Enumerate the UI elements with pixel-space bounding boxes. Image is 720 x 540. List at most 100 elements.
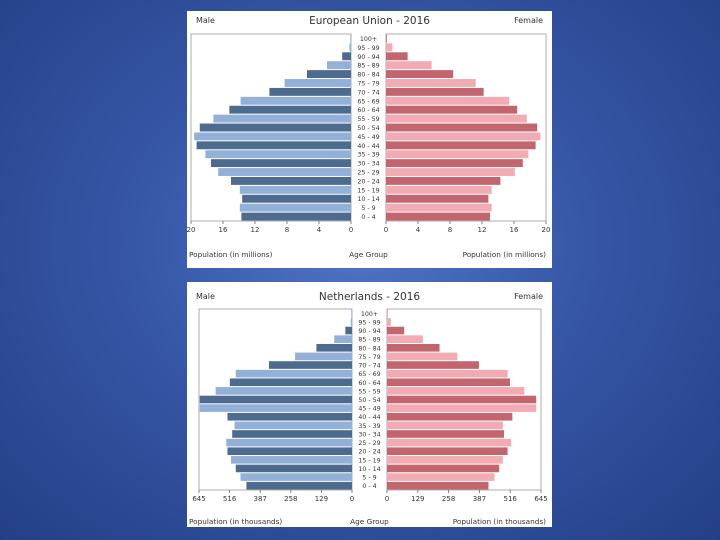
nl-xlabel-center: Age Group <box>350 517 389 526</box>
eu-pyramid-chart: Male European Union - 2016 Female 0 - 4 5 - … <box>187 15 551 259</box>
nl-male-bar-35-39 <box>234 421 352 430</box>
eu-chart-title: European Union - 2016 <box>309 15 430 27</box>
eu-female-bar-50-54 <box>386 123 538 132</box>
eu-female-bar-20-24 <box>386 176 501 185</box>
eu-tick-label: 16 <box>219 226 228 234</box>
eu-male-bar-5-9 <box>239 203 351 212</box>
nl-female-bar-90-94 <box>387 326 405 335</box>
nl-female-bar-75-79 <box>387 352 458 361</box>
nl-tick-label: 129 <box>411 495 424 503</box>
nl-age-label: 75 - 79 <box>358 354 380 361</box>
nl-age-label: 80 - 84 <box>358 345 380 352</box>
eu-male-bar-50-54 <box>199 123 351 132</box>
eu-age-label: 55 - 59 <box>357 116 379 123</box>
eu-male-label: Male <box>196 16 215 25</box>
eu-male-bar-55-59 <box>213 114 351 123</box>
eu-female-bar-85-89 <box>386 61 432 70</box>
eu-age-label: 5 - 9 <box>361 205 375 212</box>
eu-age-label: 40 - 44 <box>357 143 379 150</box>
eu-female-bar-10-14 <box>386 194 489 203</box>
nl-female-bar-15-19 <box>387 456 503 464</box>
eu-male-bar-0-4 <box>241 212 351 221</box>
eu-age-label: 60 - 64 <box>357 107 379 114</box>
eu-male-bar-15-19 <box>239 185 351 194</box>
eu-age-label: 45 - 49 <box>357 134 379 141</box>
eu-tick-label: 20 <box>542 226 551 234</box>
nl-male-bar-90-94 <box>345 326 352 335</box>
eu-tick-label: 12 <box>251 226 260 234</box>
eu-female-bar-30-34 <box>386 159 523 168</box>
nl-age-label: 50 - 54 <box>358 397 380 404</box>
nl-male-bar-30-34 <box>232 430 352 438</box>
nl-tick-label: 0 <box>350 495 354 503</box>
eu-age-label: 75 - 79 <box>357 80 379 87</box>
eu-female-bar-100+ <box>386 34 387 43</box>
nl-female-bar-5-9 <box>387 473 495 481</box>
eu-female-bar-75-79 <box>386 79 476 87</box>
eu-tick-label: 4 <box>416 226 421 234</box>
nl-female-bar-60-64 <box>387 378 510 387</box>
eu-male-bar-20-24 <box>231 176 351 185</box>
nl-xlabel-left: Population (in thousands) <box>189 517 282 526</box>
eu-age-label: 95 - 99 <box>357 45 379 52</box>
nl-age-label: 95 - 99 <box>358 319 380 326</box>
nl-female-bar-45-49 <box>387 404 537 412</box>
nl-male-bar-80-84 <box>316 343 352 352</box>
eu-female-bar-65-69 <box>386 96 510 105</box>
nl-tick-label: 516 <box>223 495 237 503</box>
nl-age-label: 5 - 9 <box>362 475 376 482</box>
nl-tick-label: 258 <box>442 495 455 503</box>
eu-male-bar-30-34 <box>211 159 351 168</box>
eu-male-bar-95-99 <box>349 43 351 52</box>
nl-male-bar-85-89 <box>334 335 352 343</box>
eu-age-label: 0 - 4 <box>361 214 375 221</box>
eu-tick-label: 20 <box>187 226 195 234</box>
nl-male-bar-0-4 <box>246 481 352 490</box>
nl-female-bar-70-74 <box>387 361 479 369</box>
nl-male-bar-95-99 <box>350 318 352 326</box>
nl-female-label: Female <box>514 292 543 301</box>
eu-female-bar-25-29 <box>386 168 515 176</box>
eu-age-label: 25 - 29 <box>357 170 379 177</box>
eu-female-bar-60-64 <box>386 105 518 114</box>
nl-tick-label: 0 <box>385 495 389 503</box>
eu-male-bar-75-79 <box>284 79 351 87</box>
eu-age-label: 65 - 69 <box>357 98 379 105</box>
nl-age-label: 20 - 24 <box>358 449 380 456</box>
eu-tick-label: 0 <box>349 226 353 234</box>
eu-xlabel-center: Age Group <box>349 250 388 259</box>
nl-male-bar-50-54 <box>199 395 352 404</box>
eu-age-label: 10 - 14 <box>357 196 379 203</box>
nl-tick-label: 387 <box>254 495 267 503</box>
netherlands-pyramid-chart: Male Netherlands - 2016 Female 0 - 45 - 9 10… <box>189 291 548 526</box>
nl-female-bar-10-14 <box>387 464 500 473</box>
eu-tick-label: 16 <box>510 226 519 234</box>
nl-male-bar-40-44 <box>227 412 352 421</box>
eu-tick-label: 0 <box>384 226 388 234</box>
nl-male-bar-55-59 <box>215 387 352 395</box>
nl-age-label: 90 - 94 <box>358 328 380 335</box>
nl-xlabel-right: Population (in thousands) <box>453 517 546 526</box>
eu-age-label: 50 - 54 <box>357 125 379 132</box>
nl-female-bar-65-69 <box>387 369 508 378</box>
eu-female-bar-35-39 <box>386 150 529 159</box>
nl-age-label: 100+ <box>361 311 378 318</box>
eu-female-bar-95-99 <box>386 43 393 52</box>
nl-male-bar-15-19 <box>231 456 352 464</box>
eu-age-label: 85 - 89 <box>357 63 379 70</box>
eu-male-bar-35-39 <box>205 150 351 159</box>
nl-tick-label: 258 <box>284 495 297 503</box>
nl-female-bar-80-84 <box>387 343 440 352</box>
nl-tick-label: 129 <box>315 495 328 503</box>
eu-age-label: 80 - 84 <box>357 72 379 79</box>
nl-tick-label: 387 <box>473 495 486 503</box>
nl-female-bar-50-54 <box>387 395 537 404</box>
eu-male-bar-90-94 <box>342 52 351 61</box>
eu-tick-label: 4 <box>317 226 322 234</box>
nl-age-label: 40 - 44 <box>358 414 380 421</box>
eu-male-bar-85-89 <box>327 61 351 70</box>
eu-xlabel-left: Population (in millions) <box>189 250 273 259</box>
eu-male-bar-70-74 <box>269 87 351 96</box>
nl-male-bar-65-69 <box>235 369 352 378</box>
